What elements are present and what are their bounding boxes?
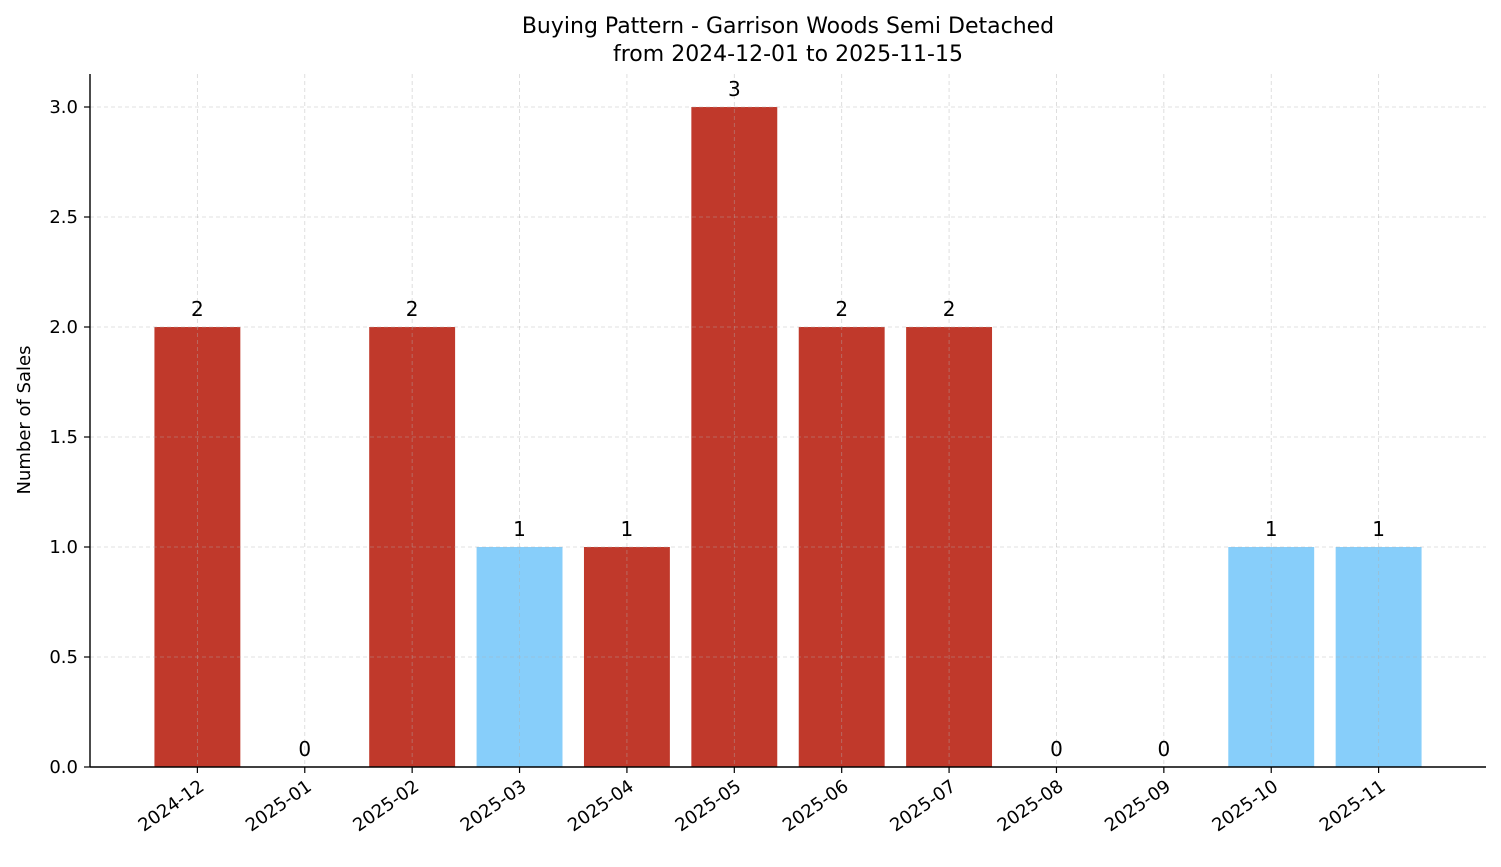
- data-label: 2: [835, 297, 848, 321]
- chart-title: Buying Pattern - Garrison Woods Semi Det…: [522, 14, 1054, 39]
- x-tick-label: 2025-02: [349, 776, 423, 836]
- data-label: 0: [1050, 737, 1063, 761]
- x-tick-label: 2025-08: [994, 776, 1068, 836]
- data-label: 2: [943, 297, 956, 321]
- x-tick-label: 2025-10: [1208, 776, 1282, 836]
- y-tick-label: 2.5: [49, 207, 78, 228]
- y-tick-label: 2.0: [49, 317, 78, 338]
- data-label: 0: [1157, 737, 1170, 761]
- x-tick-label: 2025-09: [1101, 776, 1175, 836]
- x-tick-label: 2025-04: [564, 776, 638, 836]
- x-tick-label: 2025-05: [672, 776, 746, 836]
- data-label: 2: [406, 297, 419, 321]
- data-label: 3: [728, 77, 741, 101]
- y-tick-label: 1.0: [49, 537, 78, 558]
- data-label: 1: [513, 517, 526, 541]
- y-tick-label: 0.5: [49, 647, 78, 668]
- data-label: 1: [1372, 517, 1385, 541]
- data-label: 2: [191, 297, 204, 321]
- y-tick-label: 0.0: [49, 757, 78, 778]
- x-tick-label: 2025-03: [457, 776, 531, 836]
- x-tick-label: 2024-12: [135, 776, 209, 836]
- data-label: 0: [298, 737, 311, 761]
- chart-subtitle: from 2024-12-01 to 2025-11-15: [613, 42, 963, 67]
- y-tick-label: 1.5: [49, 427, 78, 448]
- data-label: 1: [621, 517, 634, 541]
- y-axis-label: Number of Sales: [14, 345, 35, 494]
- y-tick-label: 3.0: [49, 97, 78, 118]
- x-tick-label: 2025-11: [1316, 776, 1390, 836]
- x-tick-label: 2025-06: [779, 776, 853, 836]
- x-tick-label: 2025-01: [242, 776, 316, 836]
- x-tick-label: 2025-07: [886, 776, 960, 836]
- data-label: 1: [1265, 517, 1278, 541]
